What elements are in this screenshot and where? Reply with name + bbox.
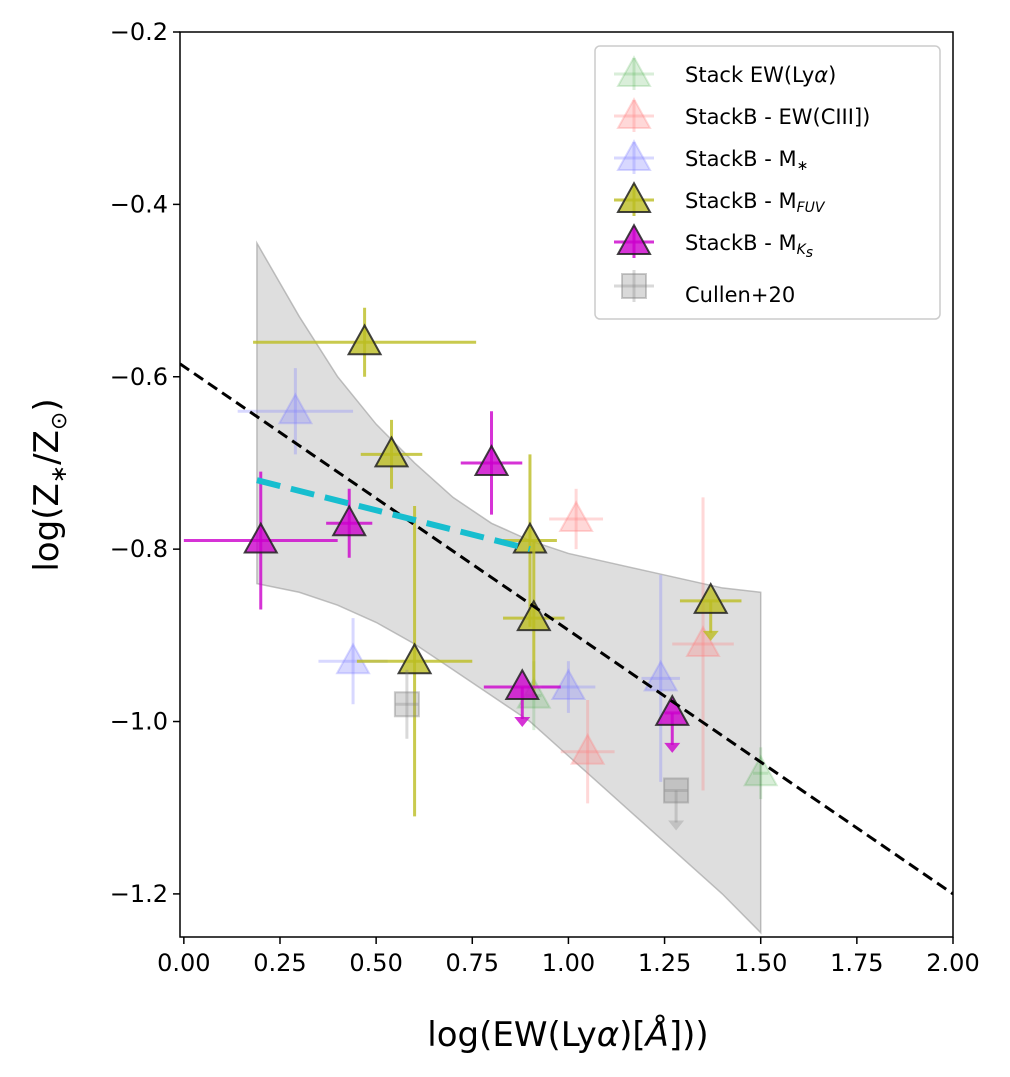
legend-symbol xyxy=(621,273,647,299)
series-stackb_mks xyxy=(183,411,690,753)
data-point xyxy=(569,732,606,765)
y-axis-label: log(Z∗/Z⊙) xyxy=(27,398,72,571)
x-tick-label: 0.25 xyxy=(253,949,306,977)
x-tick-label: 0.50 xyxy=(349,949,402,977)
x-tick-label: 2.00 xyxy=(926,949,979,977)
legend-label-stackb-mks: StackB - MKs xyxy=(685,231,813,261)
y-tick-label: −0.8 xyxy=(110,535,168,563)
data-point xyxy=(558,500,594,532)
legend-marker-stack_lya xyxy=(614,55,654,90)
data-point xyxy=(346,323,383,356)
legend-label-stackb-ciii: StackB - EW(CIII]) xyxy=(685,105,870,129)
linear-fit-line xyxy=(180,362,953,896)
data-point xyxy=(335,642,371,675)
y-tick-label: −0.2 xyxy=(110,18,168,46)
legend-box xyxy=(594,45,941,320)
data-point xyxy=(663,777,690,804)
series-stackb_mstar xyxy=(237,368,680,782)
data-point-layer xyxy=(183,307,779,831)
legend-marker-stackb_mks xyxy=(614,223,654,258)
x-tick-label: 1.00 xyxy=(542,949,595,977)
data-point xyxy=(504,668,540,701)
data-point xyxy=(396,642,433,675)
y-tick-label: −0.4 xyxy=(110,190,168,218)
upper-limit-arrow-head xyxy=(668,820,685,831)
y-tick-label: −1.2 xyxy=(110,880,168,908)
legend-marker-cullen xyxy=(614,270,654,302)
series-cullen xyxy=(393,669,690,831)
plot-frame xyxy=(179,31,954,938)
data-point xyxy=(643,659,679,692)
x-tick-label: 0.75 xyxy=(446,949,499,977)
plot-area xyxy=(180,240,953,935)
legend-label-cullen: Cullen+20 xyxy=(685,283,795,307)
legend-label-stack-lya: Stack EW(Lyα) xyxy=(685,63,836,87)
data-point xyxy=(393,691,420,718)
data-point xyxy=(512,521,548,554)
x-tick-label: 1.75 xyxy=(830,949,883,977)
upper-limit-arrow-head xyxy=(664,742,681,753)
x-tick-label: 1.25 xyxy=(638,949,691,977)
data-point xyxy=(331,504,367,537)
legend-label-stackb-mfuv: StackB - MFUV xyxy=(685,189,826,216)
legend-markers xyxy=(614,55,654,302)
data-point xyxy=(550,668,587,701)
legend-marker-stackb_ciii xyxy=(614,97,654,132)
data-point xyxy=(516,599,552,632)
data-point xyxy=(473,444,510,476)
axis-ticks: 0.00 0.25 0.50 0.75 1.00 1.25 1.50 1.75 2.00 −0.2… xyxy=(110,18,980,977)
y-tick-label: −1.0 xyxy=(110,708,168,736)
legend-symbol xyxy=(616,55,652,87)
series-stackb_ciii xyxy=(549,488,734,804)
y-tick-label: −0.6 xyxy=(110,363,168,391)
legend: Stack EW(Lyα) StackB - EW(CIII]) StackB … xyxy=(594,45,941,320)
legend-symbol xyxy=(616,181,652,213)
legend-symbol xyxy=(616,97,652,129)
upper-limit-arrow-head xyxy=(702,630,719,641)
series-stackb_mfuv xyxy=(253,307,742,817)
legend-symbol xyxy=(616,223,652,255)
data-point xyxy=(277,392,314,425)
x-tick-label: 1.50 xyxy=(734,949,787,977)
x-tick-label: 0.00 xyxy=(157,949,210,977)
data-point xyxy=(373,435,410,468)
legend-marker-stackb_mstar xyxy=(614,139,654,174)
x-axis-label: log(EW(Lyα)[Å])) xyxy=(427,1014,708,1055)
legend-symbol xyxy=(616,139,652,171)
stack-fit-line xyxy=(256,477,531,553)
legend-label-stackb-mstar: StackB - M∗ xyxy=(685,147,808,174)
data-point xyxy=(685,625,721,657)
data-point xyxy=(654,694,690,726)
legend-marker-stackb_mfuv xyxy=(614,181,654,216)
upper-limit-arrow-head xyxy=(514,717,531,728)
fit-line-layer xyxy=(180,362,953,896)
data-point xyxy=(243,521,279,554)
data-point xyxy=(693,581,729,614)
data-point xyxy=(743,754,779,787)
